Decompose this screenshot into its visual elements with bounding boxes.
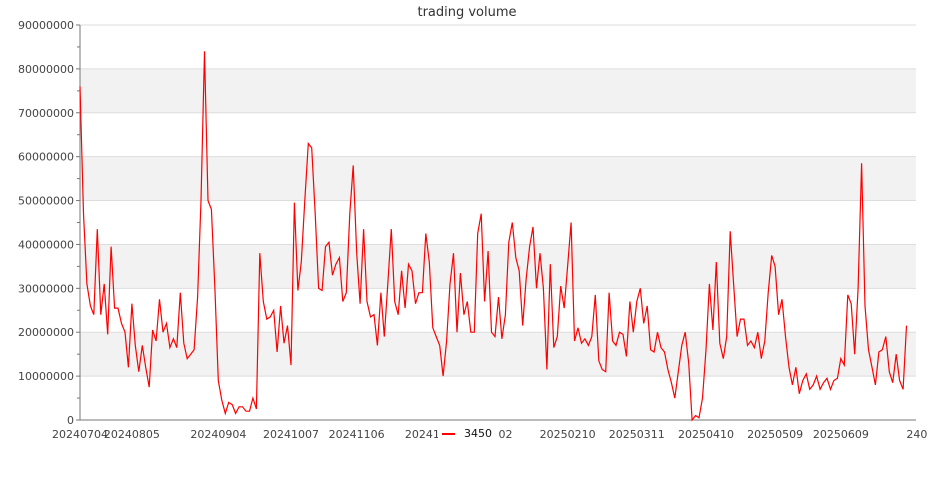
y-tick-label: 0 [67, 414, 74, 427]
background-bands [80, 68, 916, 377]
x-tick-label: 20240904 [190, 428, 246, 441]
series-line-3450 [79, 51, 908, 422]
x-tick-label: 20241106 [329, 428, 385, 441]
x-tick-label: 20250410 [678, 428, 734, 441]
y-tick-label: 60000000 [18, 151, 74, 164]
x-tick-label: 20250609 [813, 428, 869, 441]
x-tick-label: 20250509 [747, 428, 803, 441]
band [80, 156, 916, 201]
y-tick-label: 30000000 [18, 282, 74, 295]
legend-label: 3450 [464, 427, 492, 440]
chart-title: trading volume [417, 5, 516, 20]
x-tick-label: 20250210 [540, 428, 596, 441]
gridlines [80, 24, 916, 377]
legend: 3450 [438, 424, 498, 442]
band [80, 68, 916, 113]
x-tick-label: 20250311 [609, 428, 665, 441]
y-tick-label: 70000000 [18, 107, 74, 120]
band [80, 244, 916, 289]
y-tick-label: 50000000 [18, 195, 74, 208]
y-tick-label: 10000000 [18, 370, 74, 383]
y-tick-label: 80000000 [18, 63, 74, 76]
y-tick-label: 20000000 [18, 326, 74, 339]
y-axis: 0 10000000 20000000 30000000 40000000 5000000… [18, 19, 81, 427]
y-tick-label: 40000000 [18, 238, 74, 251]
legend-background [438, 424, 498, 442]
x-tick-label: 20241007 [263, 428, 319, 441]
x-tick-label: 240 [906, 428, 927, 441]
x-tick-label: 202412 [405, 428, 447, 441]
y-tick-label: 90000000 [18, 19, 74, 32]
band [80, 332, 916, 377]
data-points [79, 51, 907, 421]
x-tick-label: 20240805 [104, 428, 160, 441]
x-tick-label: 20240704 [52, 428, 108, 441]
